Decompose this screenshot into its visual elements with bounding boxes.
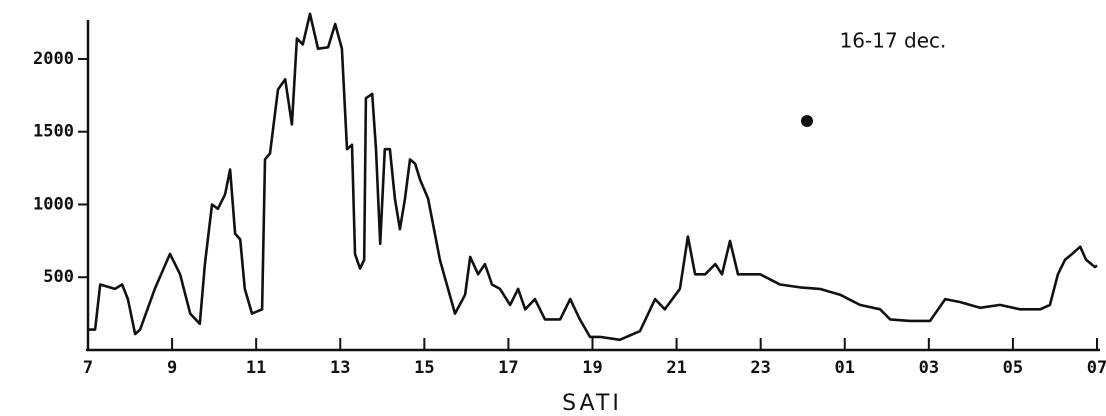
y-tick-label: 1500: [33, 122, 74, 142]
x-tick-label: 7: [83, 358, 93, 378]
x-tick-label: 07: [1087, 358, 1106, 378]
x-tick-label: 03: [919, 358, 939, 378]
x-tick-label: 19: [582, 358, 602, 378]
x-tick-label: 21: [666, 358, 686, 378]
x-tick-label: 01: [835, 358, 855, 378]
x-tick-label: 13: [330, 358, 350, 378]
x-tick-label: 17: [498, 358, 518, 378]
x-tick-label: 15: [414, 358, 434, 378]
data-line: [88, 12, 1098, 342]
y-tick-label: 500: [43, 267, 74, 287]
x-tick-label: 11: [246, 358, 266, 378]
x-tick-label: 9: [167, 358, 177, 378]
x-axis-label: SATI: [562, 391, 622, 416]
x-tick-label: 05: [1003, 358, 1023, 378]
x-tick-label: 23: [750, 358, 770, 378]
annotation: 16-17 dec.: [840, 29, 947, 53]
dot: [801, 115, 813, 127]
y-tick-label: 2000: [33, 49, 74, 69]
y-tick-label: 1000: [33, 194, 74, 214]
